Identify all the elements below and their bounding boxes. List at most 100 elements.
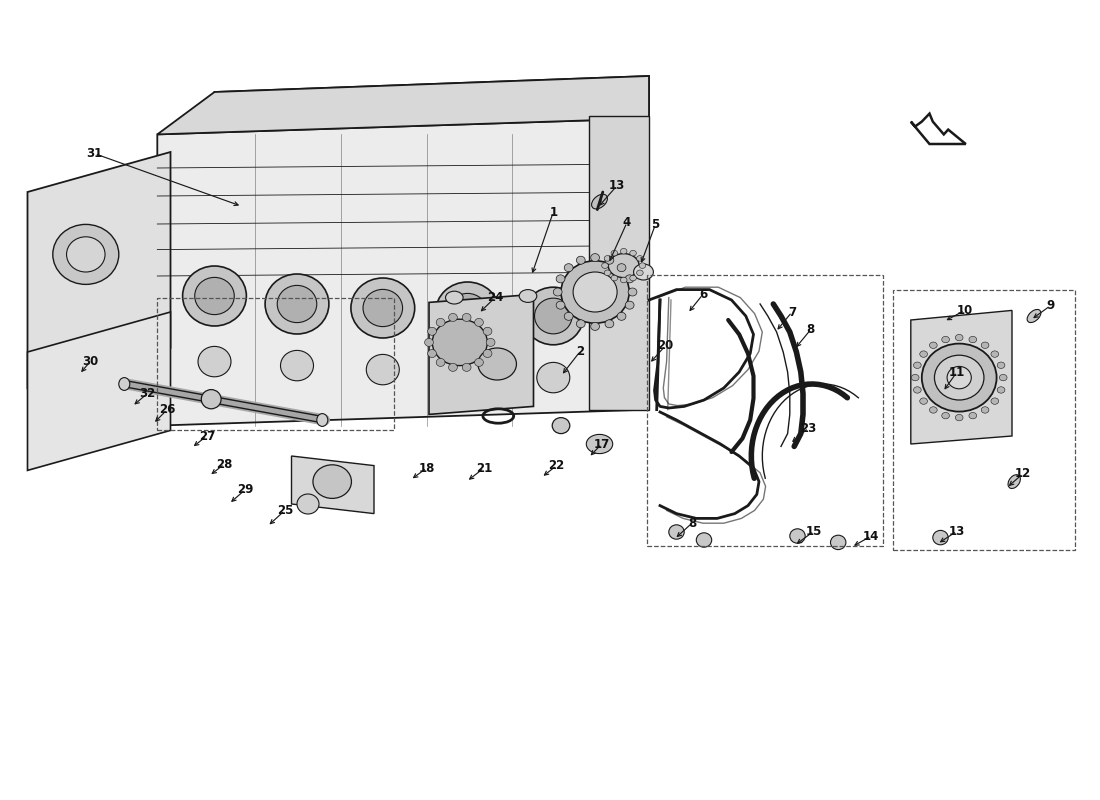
Text: 6: 6 [698, 288, 707, 301]
Ellipse shape [998, 362, 1005, 369]
Ellipse shape [625, 301, 634, 309]
Ellipse shape [451, 358, 484, 389]
Text: 26: 26 [160, 403, 175, 416]
Text: 13: 13 [609, 179, 625, 192]
Ellipse shape [612, 275, 618, 281]
Ellipse shape [277, 286, 317, 322]
Ellipse shape [537, 362, 570, 393]
Ellipse shape [437, 318, 446, 326]
Ellipse shape [265, 274, 329, 334]
Ellipse shape [576, 320, 585, 328]
Ellipse shape [483, 327, 492, 335]
Ellipse shape [629, 275, 636, 281]
Ellipse shape [617, 264, 626, 272]
Polygon shape [292, 456, 374, 514]
Ellipse shape [629, 250, 636, 256]
Text: 17: 17 [594, 438, 609, 450]
Text: 32: 32 [140, 387, 155, 400]
Ellipse shape [474, 318, 483, 326]
Polygon shape [157, 76, 649, 134]
Ellipse shape [297, 494, 319, 514]
Text: 28: 28 [217, 458, 232, 470]
Ellipse shape [363, 290, 403, 326]
Ellipse shape [942, 336, 949, 342]
Ellipse shape [557, 275, 565, 283]
Text: 24: 24 [487, 291, 503, 304]
Ellipse shape [486, 338, 495, 346]
Ellipse shape [830, 535, 846, 550]
Ellipse shape [604, 255, 611, 261]
Ellipse shape [280, 350, 314, 381]
Ellipse shape [553, 288, 562, 296]
Text: 2: 2 [575, 346, 584, 358]
Ellipse shape [201, 390, 221, 409]
Ellipse shape [913, 386, 921, 393]
Circle shape [446, 291, 463, 304]
Ellipse shape [620, 278, 627, 282]
Ellipse shape [1027, 310, 1041, 322]
Text: 15: 15 [806, 525, 822, 538]
Ellipse shape [913, 362, 921, 369]
Ellipse shape [462, 363, 471, 371]
Ellipse shape [969, 413, 977, 419]
Text: 11: 11 [949, 366, 965, 378]
Ellipse shape [66, 237, 106, 272]
Text: 30: 30 [82, 355, 98, 368]
Ellipse shape [605, 320, 614, 328]
Text: 23: 23 [801, 422, 816, 434]
Ellipse shape [448, 294, 487, 330]
Ellipse shape [428, 327, 437, 335]
Text: 29: 29 [238, 483, 253, 496]
Ellipse shape [628, 288, 637, 296]
Ellipse shape [669, 525, 684, 539]
Polygon shape [429, 294, 534, 414]
Ellipse shape [922, 344, 997, 411]
Ellipse shape [999, 374, 1008, 381]
Text: 10: 10 [957, 304, 972, 317]
Circle shape [519, 290, 537, 302]
Text: 27: 27 [199, 430, 214, 442]
Ellipse shape [436, 282, 499, 342]
Ellipse shape [119, 378, 130, 390]
Ellipse shape [998, 386, 1005, 393]
Ellipse shape [934, 355, 984, 400]
Ellipse shape [591, 254, 600, 262]
Ellipse shape [617, 312, 626, 320]
Ellipse shape [483, 350, 492, 358]
Ellipse shape [564, 264, 573, 272]
Ellipse shape [592, 194, 607, 209]
Ellipse shape [969, 336, 977, 342]
Ellipse shape [564, 312, 573, 320]
Text: 31: 31 [87, 147, 102, 160]
Ellipse shape [637, 270, 644, 275]
Text: 12: 12 [1015, 467, 1031, 480]
Polygon shape [911, 310, 1012, 444]
Text: 13: 13 [949, 525, 965, 538]
Text: 9: 9 [1046, 299, 1055, 312]
Text: 8: 8 [688, 517, 696, 530]
Ellipse shape [552, 418, 570, 434]
Text: 1: 1 [549, 206, 558, 218]
Ellipse shape [195, 278, 234, 314]
Ellipse shape [604, 270, 611, 275]
Ellipse shape [634, 264, 653, 280]
Ellipse shape [474, 358, 483, 366]
Ellipse shape [955, 414, 964, 421]
Polygon shape [911, 114, 966, 144]
Ellipse shape [602, 263, 608, 268]
Ellipse shape [981, 406, 989, 413]
Ellipse shape [317, 414, 328, 426]
Polygon shape [28, 152, 170, 388]
Polygon shape [157, 118, 649, 426]
Ellipse shape [955, 334, 964, 341]
Ellipse shape [612, 250, 618, 256]
Ellipse shape [183, 266, 246, 326]
Text: 20: 20 [658, 339, 673, 352]
Ellipse shape [620, 248, 627, 254]
Ellipse shape [930, 406, 937, 413]
Polygon shape [214, 76, 649, 134]
Text: 14: 14 [864, 530, 879, 542]
Ellipse shape [696, 533, 712, 547]
Ellipse shape [911, 374, 920, 381]
Ellipse shape [591, 322, 600, 330]
